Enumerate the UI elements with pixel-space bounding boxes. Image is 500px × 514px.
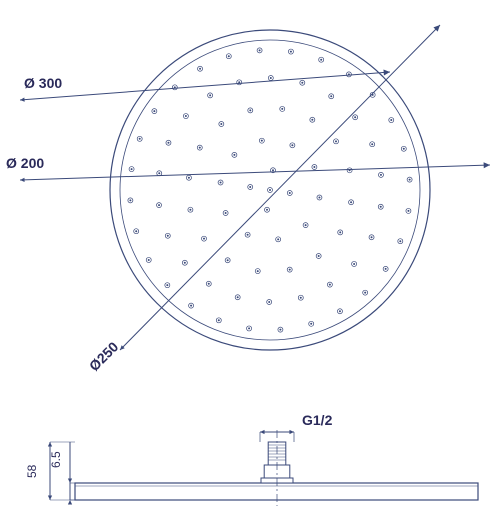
diameter-dimension-2: Ø250 <box>86 25 440 374</box>
g12-dimension: G1/2 <box>260 412 333 442</box>
dim-58-label: 58 <box>25 464 39 478</box>
dim-label: Ø 300 <box>24 75 62 91</box>
technical-drawing: Ø 300 Ø 200 Ø250 G1/2 58 6.5 <box>0 0 500 514</box>
head-profile <box>75 483 478 500</box>
dim-label: Ø 200 <box>6 155 44 171</box>
dim-6-5: 6.5 <box>49 442 75 505</box>
dim-58: 58 <box>25 442 75 500</box>
dim-6-5-label: 6.5 <box>49 451 63 468</box>
diameter-dimension-0: Ø 300 <box>20 69 390 101</box>
nozzle-pattern <box>128 48 412 332</box>
diameter-dimension-1: Ø 200 <box>6 155 490 182</box>
side-view: G1/2 58 6.5 <box>25 412 478 506</box>
top-view: Ø 300 Ø 200 Ø250 <box>6 25 490 374</box>
g12-label: G1/2 <box>302 412 333 428</box>
dim-label: Ø250 <box>86 338 122 374</box>
